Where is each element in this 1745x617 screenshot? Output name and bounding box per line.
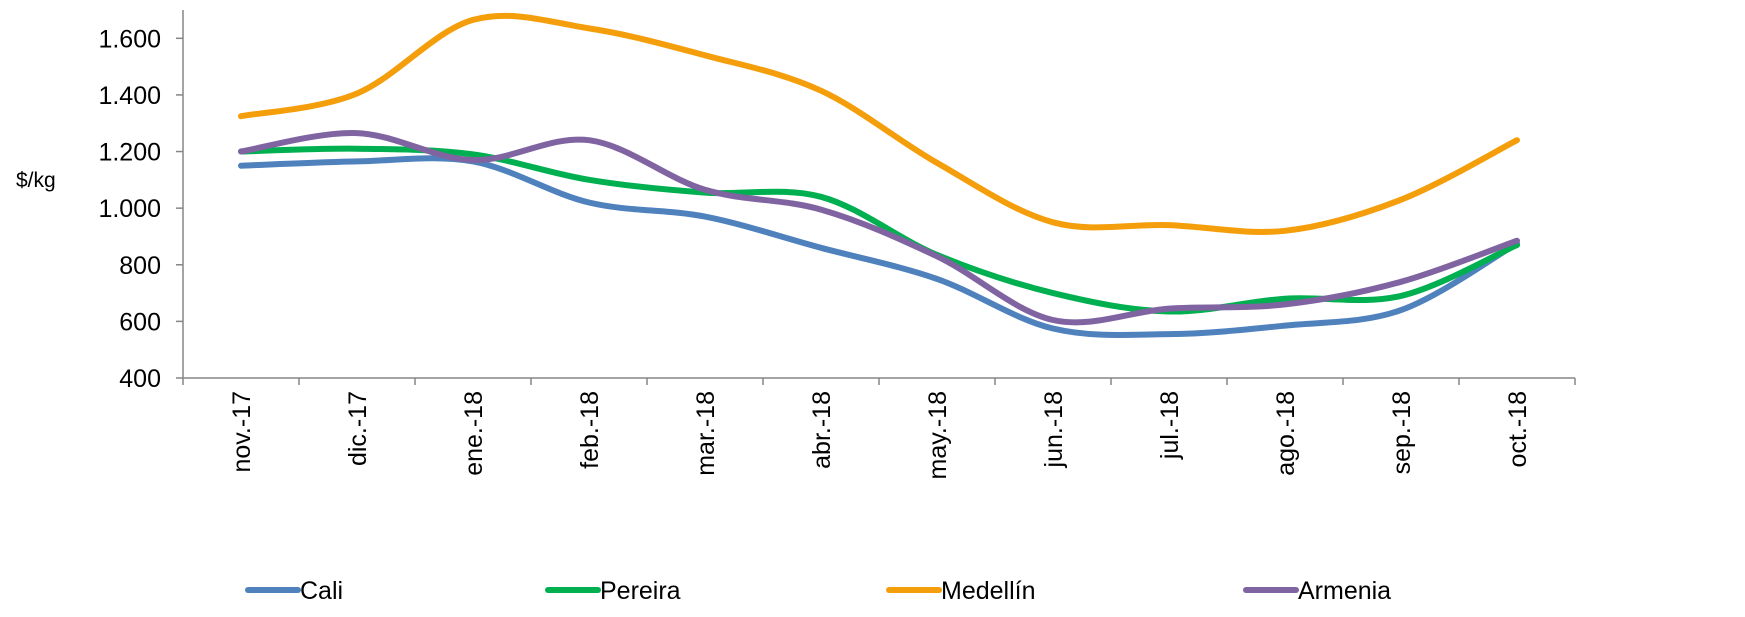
legend-item-cali: Cali bbox=[245, 577, 343, 605]
y-tick-label: 1.400 bbox=[98, 82, 161, 110]
legend-item-pereira: Pereira bbox=[545, 577, 681, 605]
axes: 400 600 800 1.000 1.200 1.400 1.600 $/kg nov.-17… bbox=[16, 10, 1576, 479]
y-tick-label: 1.000 bbox=[98, 195, 161, 223]
series-line-cali bbox=[238, 155, 1520, 338]
x-tick-label: sep.-18 bbox=[1388, 391, 1416, 474]
y-axis-title: $/kg bbox=[16, 169, 56, 192]
legend-label: Armenia bbox=[1298, 577, 1391, 605]
series-line-pereira bbox=[238, 145, 1520, 315]
legend-label: Medellín bbox=[941, 577, 1036, 605]
legend-item-medellin: Medellín bbox=[886, 577, 1036, 605]
series-line-medellin bbox=[238, 12, 1520, 235]
y-tick-label: 400 bbox=[119, 365, 161, 393]
legend-label: Pereira bbox=[600, 577, 681, 605]
x-tick-label: dic.-17 bbox=[344, 391, 372, 466]
x-tick-label: mar.-18 bbox=[692, 391, 720, 476]
x-tick-label: feb.-18 bbox=[576, 391, 604, 469]
y-tick-label: 1.200 bbox=[98, 139, 161, 167]
legend-item-armenia: Armenia bbox=[1243, 577, 1391, 605]
x-tick-label: oct.-18 bbox=[1504, 391, 1532, 467]
legend: Cali Pereira Medellín Armenia bbox=[245, 577, 1391, 605]
y-tick-label: 800 bbox=[119, 252, 161, 280]
legend-label: Cali bbox=[300, 577, 343, 605]
series-lines bbox=[238, 12, 1520, 338]
x-tick-label: nov.-17 bbox=[228, 391, 256, 473]
x-tick-label: jul.-18 bbox=[1156, 391, 1184, 460]
x-tick-label: abr.-18 bbox=[808, 391, 836, 469]
y-tick-label: 1.600 bbox=[98, 25, 161, 53]
series-line-armenia bbox=[238, 130, 1520, 326]
x-tick-label: may.-18 bbox=[924, 391, 952, 479]
y-tick-label: 600 bbox=[119, 308, 161, 336]
x-tick-label: ago.-18 bbox=[1272, 391, 1300, 476]
x-tick-label: ene.-18 bbox=[460, 391, 488, 476]
x-tick-label: jun.-18 bbox=[1040, 391, 1068, 468]
